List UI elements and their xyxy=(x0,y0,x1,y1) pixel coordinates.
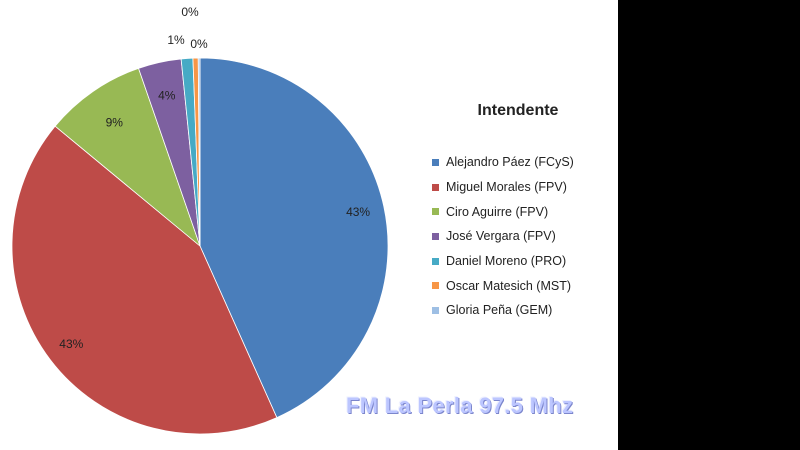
pie-data-label: 0% xyxy=(190,37,208,51)
legend-swatch xyxy=(432,158,439,166)
legend-entry: Daniel Moreno (PRO) xyxy=(432,249,574,274)
pie-data-labels: 43% 43% 9% 4% 1% 0% 0% xyxy=(59,5,370,351)
legend-title: Intendente xyxy=(477,102,559,119)
legend-label: Oscar Matesich (MST) xyxy=(446,278,572,293)
legend-label: Miguel Morales (FPV) xyxy=(446,180,567,195)
legend-swatch xyxy=(432,257,439,265)
pie-slice xyxy=(199,57,389,419)
pie-data-label: 43% xyxy=(346,205,370,219)
legend-swatch xyxy=(432,282,439,290)
pie-slice xyxy=(11,125,278,435)
right-black-band xyxy=(618,0,800,450)
pie-data-label: 1% xyxy=(167,33,185,47)
pie-slice xyxy=(197,57,201,247)
legend-label: Daniel Moreno (PRO) xyxy=(446,254,567,269)
legend-label: José Vergara (FPV) xyxy=(446,229,556,244)
legend: Alejandro Páez (FCyS) Miguel Morales (FPV… xyxy=(432,150,574,323)
pie-data-label: 4% xyxy=(158,88,176,102)
legend-swatch xyxy=(432,232,439,240)
pie-data-label: 0% xyxy=(181,5,199,19)
legend-entry: Ciro Aguirre (FPV) xyxy=(432,199,574,224)
legend-entry: Oscar Matesich (MST) xyxy=(432,273,574,298)
pie-slice xyxy=(54,67,201,248)
legend-entry: Alejandro Páez (FCyS) xyxy=(432,150,574,175)
pie-slices xyxy=(11,57,389,435)
legend-entry: José Vergara (FPV) xyxy=(432,224,574,249)
legend-label: Ciro Aguirre (FPV) xyxy=(446,204,549,219)
pie-data-label: 9% xyxy=(106,115,124,129)
legend-label: Alejandro Páez (FCyS) xyxy=(446,155,574,170)
legend-entry: Miguel Morales (FPV) xyxy=(432,175,574,200)
legend-swatch xyxy=(432,183,439,191)
legend-swatch xyxy=(432,208,439,216)
legend-label: Gloria Peña (GEM) xyxy=(446,303,553,318)
watermark-text: FM La Perla 97.5 Mhz xyxy=(346,393,574,418)
pie-chart: 43% 43% 9% 4% 1% 0% 0% xyxy=(11,5,389,435)
pie-data-label: 43% xyxy=(59,337,83,351)
legend-swatch xyxy=(432,306,439,314)
legend-entry: Gloria Peña (GEM) xyxy=(432,298,574,323)
